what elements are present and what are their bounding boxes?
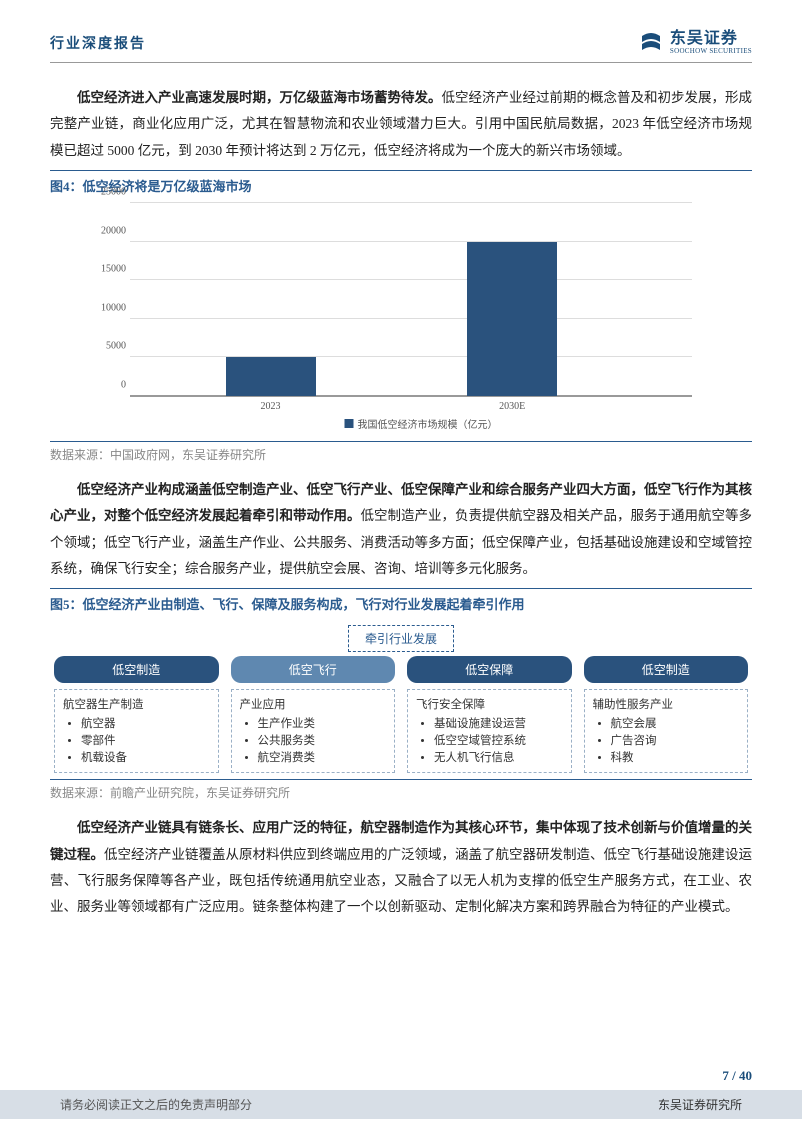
y-axis-label: 5000 <box>92 341 126 352</box>
diagram-item: 航空会展 <box>611 715 740 731</box>
diagram-item: 广告咨询 <box>611 732 740 748</box>
figure-5-source-row: 数据来源：前瞻产业研究院，东吴证券研究所 <box>50 779 752 801</box>
figure-4-source-row: 数据来源：中国政府网，东吴证券研究所 <box>50 441 752 463</box>
chart-legend: 我国低空经济市场规模（亿元） <box>345 416 498 431</box>
figure-5-header: 图5：低空经济产业由制造、飞行、保障及服务构成，飞行对行业发展起着牵引作用 <box>50 588 752 615</box>
diagram-item: 零部件 <box>81 732 210 748</box>
figure-4-title: 图4：低空经济将是万亿级蓝海市场 <box>50 174 752 197</box>
footer-institute: 东吴证券研究所 <box>658 1096 742 1113</box>
diagram-subhead: 航空器生产制造 <box>63 696 210 712</box>
logo-icon <box>638 30 664 56</box>
chart-bar <box>226 357 316 396</box>
figure-5-source: 数据来源：前瞻产业研究院，东吴证券研究所 <box>50 784 752 801</box>
page-footer: 7 / 40 请务必阅读正文之后的免责声明部分 东吴证券研究所 <box>0 1068 802 1133</box>
diagram-item: 航空消费类 <box>258 749 387 765</box>
y-axis-label: 20000 <box>92 225 126 236</box>
paragraph-3-body: 低空经济产业链覆盖从原材料供应到终端应用的广泛领域，涵盖了航空器研发制造、低空飞… <box>50 847 752 915</box>
diagram-subhead: 辅助性服务产业 <box>593 696 740 712</box>
diagram-subhead: 产业应用 <box>240 696 387 712</box>
diagram-chip: 低空保障 <box>407 656 572 683</box>
figure-4-source: 数据来源：中国政府网，东吴证券研究所 <box>50 446 752 463</box>
diagram-column: 低空飞行产业应用生产作业类公共服务类航空消费类 <box>231 656 396 773</box>
company-logo: 东吴证券 SOOCHOW SECURITIES <box>638 30 752 56</box>
diagram-chip: 低空制造 <box>54 656 219 683</box>
y-axis-label: 15000 <box>92 264 126 275</box>
y-axis-label: 0 <box>92 379 126 390</box>
figure-5-diagram: 牵引行业发展 低空制造航空器生产制造航空器零部件机载设备低空飞行产业应用生产作业… <box>54 625 748 773</box>
diagram-item: 科教 <box>611 749 740 765</box>
diagram-chip: 低空制造 <box>584 656 749 683</box>
logo-text-cn: 东吴证券 <box>670 31 752 47</box>
figure-5-title: 图5：低空经济产业由制造、飞行、保障及服务构成，飞行对行业发展起着牵引作用 <box>50 592 752 615</box>
diagram-item: 公共服务类 <box>258 732 387 748</box>
diagram-chip: 低空飞行 <box>231 656 396 683</box>
diagram-box: 产业应用生产作业类公共服务类航空消费类 <box>231 689 396 773</box>
legend-swatch <box>345 419 354 428</box>
diagram-column: 低空制造辅助性服务产业航空会展广告咨询科教 <box>584 656 749 773</box>
diagram-column: 低空保障飞行安全保障基础设施建设运营低空空域管控系统无人机飞行信息 <box>407 656 572 773</box>
footer-disclaimer: 请务必阅读正文之后的免责声明部分 <box>60 1096 252 1113</box>
paragraph-1: 低空经济进入产业高速发展时期，万亿级蓝海市场蓄势待发。低空经济产业经过前期的概念… <box>50 85 752 164</box>
diagram-item: 基础设施建设运营 <box>434 715 563 731</box>
paragraph-1-lead: 低空经济进入产业高速发展时期，万亿级蓝海市场蓄势待发。 <box>77 90 442 105</box>
diagram-item: 无人机飞行信息 <box>434 749 563 765</box>
diagram-subhead: 飞行安全保障 <box>416 696 563 712</box>
diagram-box: 航空器生产制造航空器零部件机载设备 <box>54 689 219 773</box>
figure-4-header: 图4：低空经济将是万亿级蓝海市场 <box>50 170 752 197</box>
logo-text-en: SOOCHOW SECURITIES <box>670 48 752 55</box>
figure-4-chart: 050001000015000200002500020232030E 我国低空经… <box>90 197 752 437</box>
y-axis-label: 10000 <box>92 302 126 313</box>
diagram-box: 辅助性服务产业航空会展广告咨询科教 <box>584 689 749 773</box>
page-header: 行业深度报告 东吴证券 SOOCHOW SECURITIES <box>50 30 752 63</box>
page-number: 7 / 40 <box>50 1068 752 1084</box>
report-category: 行业深度报告 <box>50 33 146 53</box>
chart-bar <box>467 242 557 396</box>
diagram-column: 低空制造航空器生产制造航空器零部件机载设备 <box>54 656 219 773</box>
x-axis-label: 2023 <box>261 401 281 412</box>
diagram-item: 低空空域管控系统 <box>434 732 563 748</box>
x-axis-label: 2030E <box>499 401 525 412</box>
diagram-item: 生产作业类 <box>258 715 387 731</box>
y-axis-label: 25000 <box>92 186 126 197</box>
diagram-item: 机载设备 <box>81 749 210 765</box>
paragraph-3: 低空经济产业链具有链条长、应用广泛的特征，航空器制造作为其核心环节，集中体现了技… <box>50 815 752 920</box>
paragraph-2: 低空经济产业构成涵盖低空制造产业、低空飞行产业、低空保障产业和综合服务产业四大方… <box>50 477 752 582</box>
diagram-top-label: 牵引行业发展 <box>348 625 454 652</box>
diagram-box: 飞行安全保障基础设施建设运营低空空域管控系统无人机飞行信息 <box>407 689 572 773</box>
diagram-item: 航空器 <box>81 715 210 731</box>
legend-label: 我国低空经济市场规模（亿元） <box>358 416 498 431</box>
